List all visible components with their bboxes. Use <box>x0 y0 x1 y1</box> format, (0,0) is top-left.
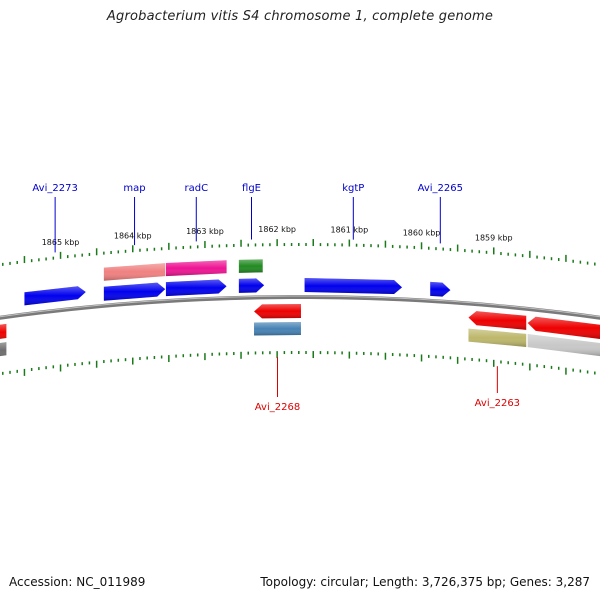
backbone-highlight <box>0 295 600 318</box>
gene-radC-shade <box>165 279 227 297</box>
gene-labels: Avi_2273 map radC flgE kgtP Avi_2265 Avi_2268 A… <box>32 183 520 413</box>
Avi_2263-feature-shade <box>468 328 527 347</box>
Avi_2275-feature-shade <box>0 342 7 357</box>
map-feature-shade <box>103 263 166 281</box>
map-title: Agrobacterium vitis S4 chromosome 1, com… <box>106 9 494 24</box>
gene-label-map: map <box>123 183 145 194</box>
scale-label: 1863 kbp <box>186 227 224 236</box>
radC-feature-shade <box>165 260 227 277</box>
scale-label: 1862 kbp <box>258 225 296 234</box>
feature-track <box>0 259 600 357</box>
gene-Avi_2265-shade <box>430 281 451 297</box>
gene-kgtP-shade <box>304 278 403 295</box>
scale-label: 1859 kbp <box>475 233 513 242</box>
gene-label-Avi_2268: Avi_2268 <box>255 402 300 413</box>
gene-label-flgE: flgE <box>242 183 261 194</box>
gene-label-Avi_2263: Avi_2263 <box>475 398 520 409</box>
Avi_2268-feature-shade <box>254 322 301 336</box>
gene-track <box>0 278 600 339</box>
gene-label-radC: radC <box>184 183 208 194</box>
gene-Avi_2262-shade <box>527 316 600 339</box>
scale-label: 1861 kbp <box>330 226 368 235</box>
gene-label-kgtP: kgtP <box>342 183 364 194</box>
backbone-line <box>0 294 600 320</box>
gene-Avi_2273-shade <box>24 286 86 306</box>
gene-map-shade <box>103 282 166 301</box>
flgE-feature-shade <box>238 259 263 273</box>
gene-label-Avi_2265: Avi_2265 <box>418 183 463 194</box>
gene-Avi_2275-shade <box>0 323 7 339</box>
scale-label: 1864 kbp <box>114 231 152 240</box>
scale-label: 1865 kbp <box>42 238 80 247</box>
scale-ticks: 1865 kbp 1864 kbp 1863 kbp 1862 kbp 1861 kbp… <box>2 225 596 376</box>
scale-label: 1860 kbp <box>403 228 441 237</box>
Avi_2262-feature-shade <box>527 334 600 357</box>
gene-flgE-shade <box>238 278 265 293</box>
gene-Avi_2268-shade <box>254 304 301 319</box>
genome-stats-text: Topology: circular; Length: 3,726,375 bp… <box>260 575 590 589</box>
accession-text: Accession: NC_011989 <box>9 575 146 589</box>
gene-label-Avi_2273: Avi_2273 <box>32 183 77 194</box>
genome-backbone <box>0 294 600 320</box>
gene-Avi_2263-shade <box>468 311 527 330</box>
